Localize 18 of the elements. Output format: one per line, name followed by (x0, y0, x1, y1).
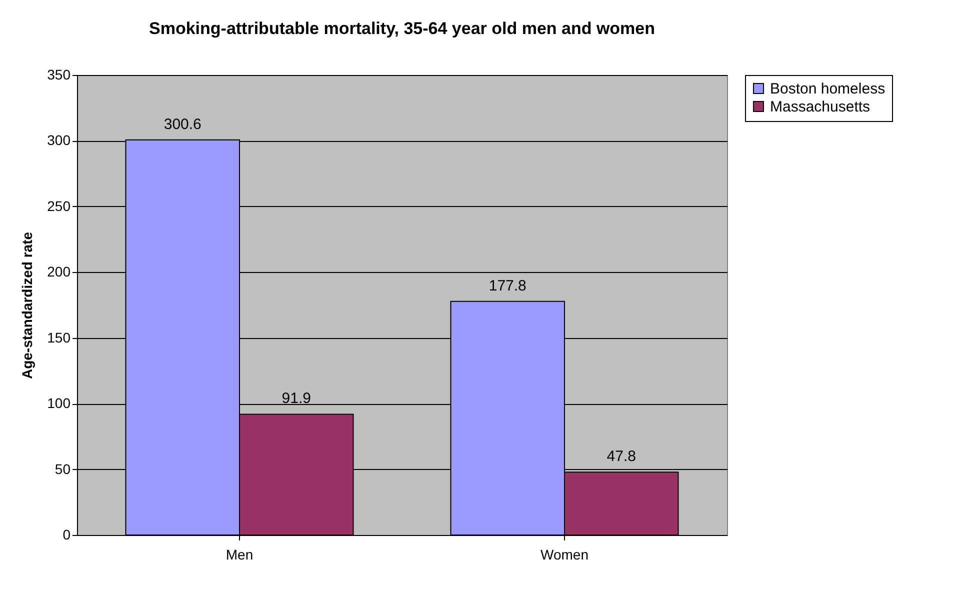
y-tick-label: 150 (47, 329, 71, 346)
y-tick-label: 100 (47, 395, 71, 412)
y-tick-label: 50 (54, 460, 71, 477)
legend-label: Massachusetts (770, 98, 870, 116)
y-tick-label: 300 (47, 132, 71, 148)
data-label: 91.9 (282, 390, 311, 408)
y-tick-label: 200 (47, 264, 71, 280)
y-tick-label: 0 (62, 526, 71, 542)
y-tick-label: 350 (47, 66, 71, 82)
y-axis-title: Age-standardized rate (19, 232, 36, 380)
y-tick-label: 250 (47, 198, 71, 214)
data-label: 300.6 (164, 116, 202, 133)
chart-title: Smoking-attributable mortality, 35-64 year old men and women (148, 19, 656, 38)
x-tick-label: Women (540, 546, 588, 562)
data-label: 47.8 (606, 448, 636, 466)
legend-label: Boston homeless (770, 80, 886, 98)
x-tick-label: Men (226, 546, 254, 562)
data-label: 177.8 (488, 277, 526, 294)
